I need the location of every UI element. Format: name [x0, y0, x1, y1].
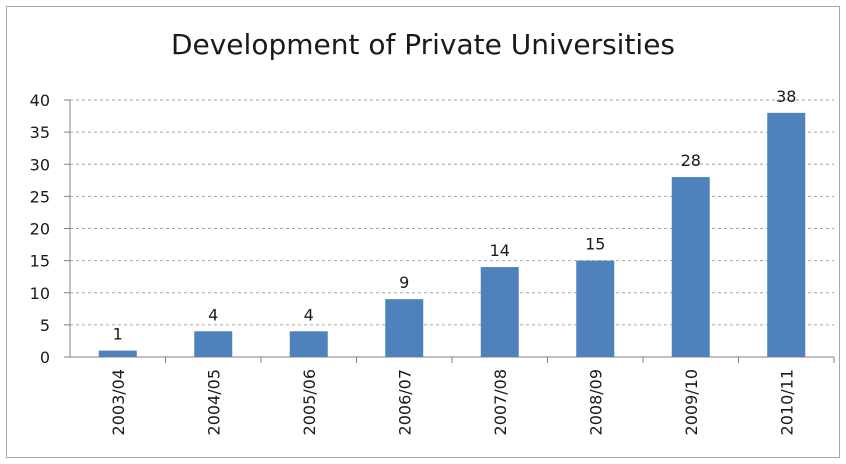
bar-2004/05 — [194, 331, 233, 357]
bar-2007/08 — [480, 267, 519, 357]
x-tick-label-2005/06: 2005/06 — [300, 369, 319, 435]
x-tick-label-2007/08: 2007/08 — [491, 369, 510, 435]
x-axis-ticks: 2003/04 2004/05 2005/06 2006/07 2007/08 2008/… — [109, 369, 797, 435]
x-tick-label-2003/04: 2003/04 — [109, 369, 128, 435]
data-label-2004/05: 4 — [208, 305, 218, 324]
bar-2008/09 — [576, 260, 615, 357]
y-tick-label: 15 — [30, 252, 50, 271]
x-tick-label-2010/11: 2010/11 — [777, 369, 796, 435]
axes — [64, 99, 835, 363]
y-tick-label: 25 — [30, 187, 50, 206]
bar-2006/07 — [385, 299, 424, 357]
x-tick-label-2006/07: 2006/07 — [395, 369, 414, 435]
y-tick-label: 0 — [40, 348, 50, 367]
bar-2003/04 — [98, 350, 137, 357]
y-tick-label: 20 — [30, 220, 50, 239]
data-label-2008/09: 15 — [585, 235, 605, 254]
chart-title: Development of Private Universities — [170, 28, 676, 61]
data-label-2007/08: 14 — [490, 241, 510, 260]
y-axis-ticks: 0 5 10 15 20 25 30 35 40 — [30, 91, 50, 367]
data-label-2009/10: 28 — [681, 151, 701, 170]
y-tick-label: 30 — [30, 155, 50, 174]
data-label-2005/06: 4 — [304, 305, 314, 324]
y-tick-label: 40 — [30, 91, 50, 110]
x-tick-label-2009/10: 2009/10 — [682, 369, 701, 435]
y-tick-label: 5 — [40, 316, 50, 335]
bar-2010/11 — [767, 112, 806, 357]
bars — [98, 112, 806, 357]
bar-2009/10 — [671, 177, 710, 357]
x-tick-label-2008/09: 2008/09 — [586, 369, 605, 435]
data-label-2010/11: 38 — [776, 87, 796, 106]
y-tick-label: 35 — [30, 123, 50, 142]
y-tick-label: 10 — [30, 284, 50, 303]
bar-2005/06 — [289, 331, 328, 357]
data-label-2003/04: 1 — [113, 325, 123, 344]
x-tick-label-2004/05: 2004/05 — [204, 369, 223, 435]
data-label-2006/07: 9 — [399, 273, 409, 292]
gridlines — [70, 99, 834, 326]
